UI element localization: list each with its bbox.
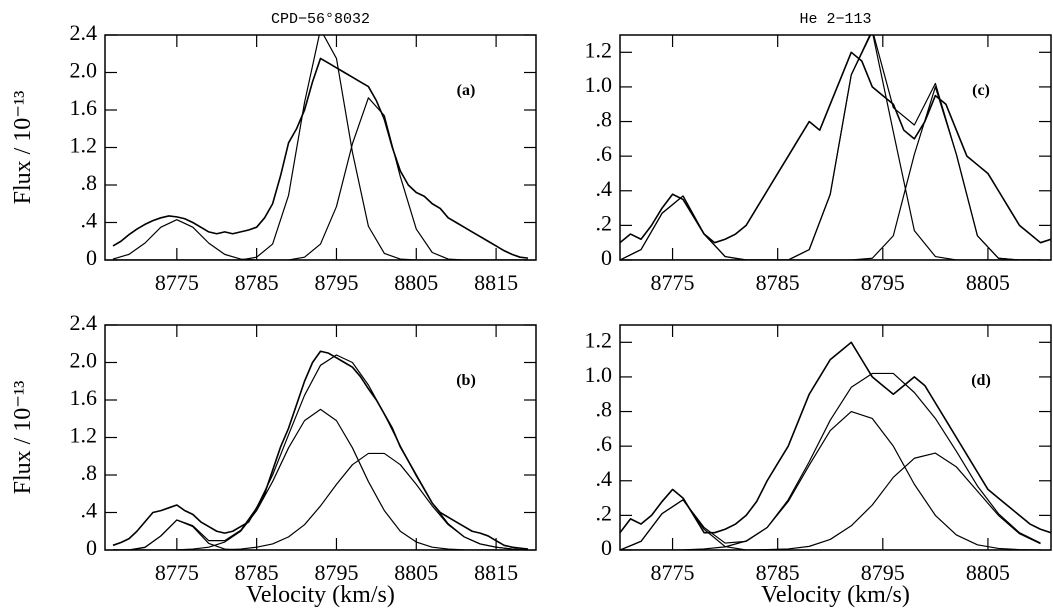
x-tick-label: 8795 — [314, 270, 358, 295]
axes-frame — [104, 34, 537, 261]
x-axis-label: Velocity (km/s) — [246, 582, 395, 608]
panel-title: He 2−113 — [799, 11, 871, 28]
axes-frame — [104, 324, 537, 551]
spectrum-line — [112, 519, 529, 550]
y-tick-label: 2.0 — [70, 348, 98, 373]
x-tick-label: 8795 — [314, 560, 358, 585]
x-tick-label: 8815 — [474, 270, 518, 295]
panel: 8775 8785 8795 8805 0 .2 .4 .6 .8 1.0 1.2 (d) Veloci… — [585, 324, 1052, 608]
y-tick-label: 0 — [86, 535, 97, 560]
y-tick-label: .4 — [81, 498, 98, 523]
y-tick-label: 0 — [86, 245, 97, 270]
x-tick-label: 8785 — [235, 270, 279, 295]
spectrum-line — [620, 35, 1041, 260]
panel-label: (d) — [971, 372, 991, 389]
panel: 8775 8785 8795 8805 0 .2 .4 .6 .8 1.0 1.2 He 2−113 (… — [585, 11, 1052, 295]
y-tick-label: .8 — [81, 460, 98, 485]
panel-title: CPD−56°8032 — [271, 11, 370, 28]
y-tick-label: 2.0 — [70, 58, 98, 83]
y-tick-label: 1.6 — [70, 95, 98, 120]
y-tick-label: .8 — [596, 397, 613, 422]
spectrum-line — [112, 452, 529, 550]
y-tick-label: .4 — [81, 208, 98, 233]
spectrum-line — [112, 350, 529, 550]
spectrum-line — [620, 341, 1051, 534]
y-tick-label: 0 — [601, 245, 612, 270]
spectrum-line — [620, 195, 1041, 260]
y-tick-label: 1.0 — [585, 362, 613, 387]
spectrum-line — [620, 51, 1051, 244]
spectrum-line — [620, 372, 1041, 550]
data-layer — [112, 350, 529, 550]
panel-label: (b) — [456, 372, 476, 389]
spectrum-line — [112, 97, 529, 260]
panel-label: (c) — [972, 82, 990, 99]
y-axis-label: Flux / 10⁻¹³ — [10, 91, 36, 205]
spectrum-line — [112, 219, 529, 260]
y-tick-label: 2.4 — [70, 310, 98, 335]
spectrum-line — [112, 354, 529, 550]
y-tick-label: .2 — [596, 500, 613, 525]
y-tick-label: .4 — [596, 176, 613, 201]
axes-frame — [619, 324, 1052, 551]
spectrum-line — [112, 35, 529, 260]
y-tick-label: 2.4 — [70, 20, 98, 45]
y-tick-label: 1.2 — [585, 327, 613, 352]
x-tick-label: 8795 — [861, 560, 905, 585]
y-tick-label: 1.2 — [70, 133, 98, 158]
y-tick-label: .8 — [596, 107, 613, 132]
y-tick-label: .4 — [596, 466, 613, 491]
x-tick-label: 8785 — [235, 560, 279, 585]
y-tick-label: .2 — [596, 210, 613, 235]
y-tick-label: 1.2 — [70, 423, 98, 448]
data-layer — [620, 341, 1051, 550]
spectrum-line — [620, 452, 1041, 550]
y-tick-label: .8 — [81, 170, 98, 195]
x-tick-label: 8805 — [394, 560, 438, 585]
x-axis-label: Velocity (km/s) — [761, 582, 910, 608]
y-tick-label: 0 — [601, 535, 612, 560]
y-tick-label: 1.0 — [585, 72, 613, 97]
spectrum-line — [620, 410, 1041, 550]
x-tick-label: 8805 — [966, 560, 1010, 585]
x-tick-label: 8775 — [155, 270, 199, 295]
spectrum-line — [112, 408, 529, 550]
panel: 8775 8785 8795 8805 8815 0 .4 .8 1.2 1.6 2.0 2.4 CPD… — [10, 11, 537, 295]
y-tick-label: 1.6 — [70, 385, 98, 410]
x-tick-label: 8775 — [155, 560, 199, 585]
y-tick-label: .6 — [596, 431, 613, 456]
axes-frame — [619, 34, 1052, 261]
x-tick-label: 8805 — [394, 270, 438, 295]
x-tick-label: 8785 — [756, 270, 800, 295]
x-tick-label: 8775 — [651, 560, 695, 585]
x-tick-label: 8775 — [651, 270, 695, 295]
data-layer — [620, 35, 1051, 260]
y-tick-label: 1.2 — [585, 37, 613, 62]
y-tick-label: .6 — [596, 141, 613, 166]
x-tick-label: 8785 — [756, 560, 800, 585]
spectrum-line — [112, 57, 529, 259]
data-layer — [112, 35, 529, 260]
y-axis-label: Flux / 10⁻¹³ — [10, 381, 36, 495]
x-tick-label: 8795 — [861, 270, 905, 295]
spectrum-line — [620, 35, 1041, 260]
x-tick-label: 8815 — [474, 560, 518, 585]
x-tick-label: 8805 — [966, 270, 1010, 295]
spectrum-line — [620, 499, 1041, 550]
panel: 8775 8785 8795 8805 8815 0 .4 .8 1.2 1.6 2.0 2.4 (b)… — [10, 310, 537, 608]
panel-label: (a) — [457, 82, 476, 99]
